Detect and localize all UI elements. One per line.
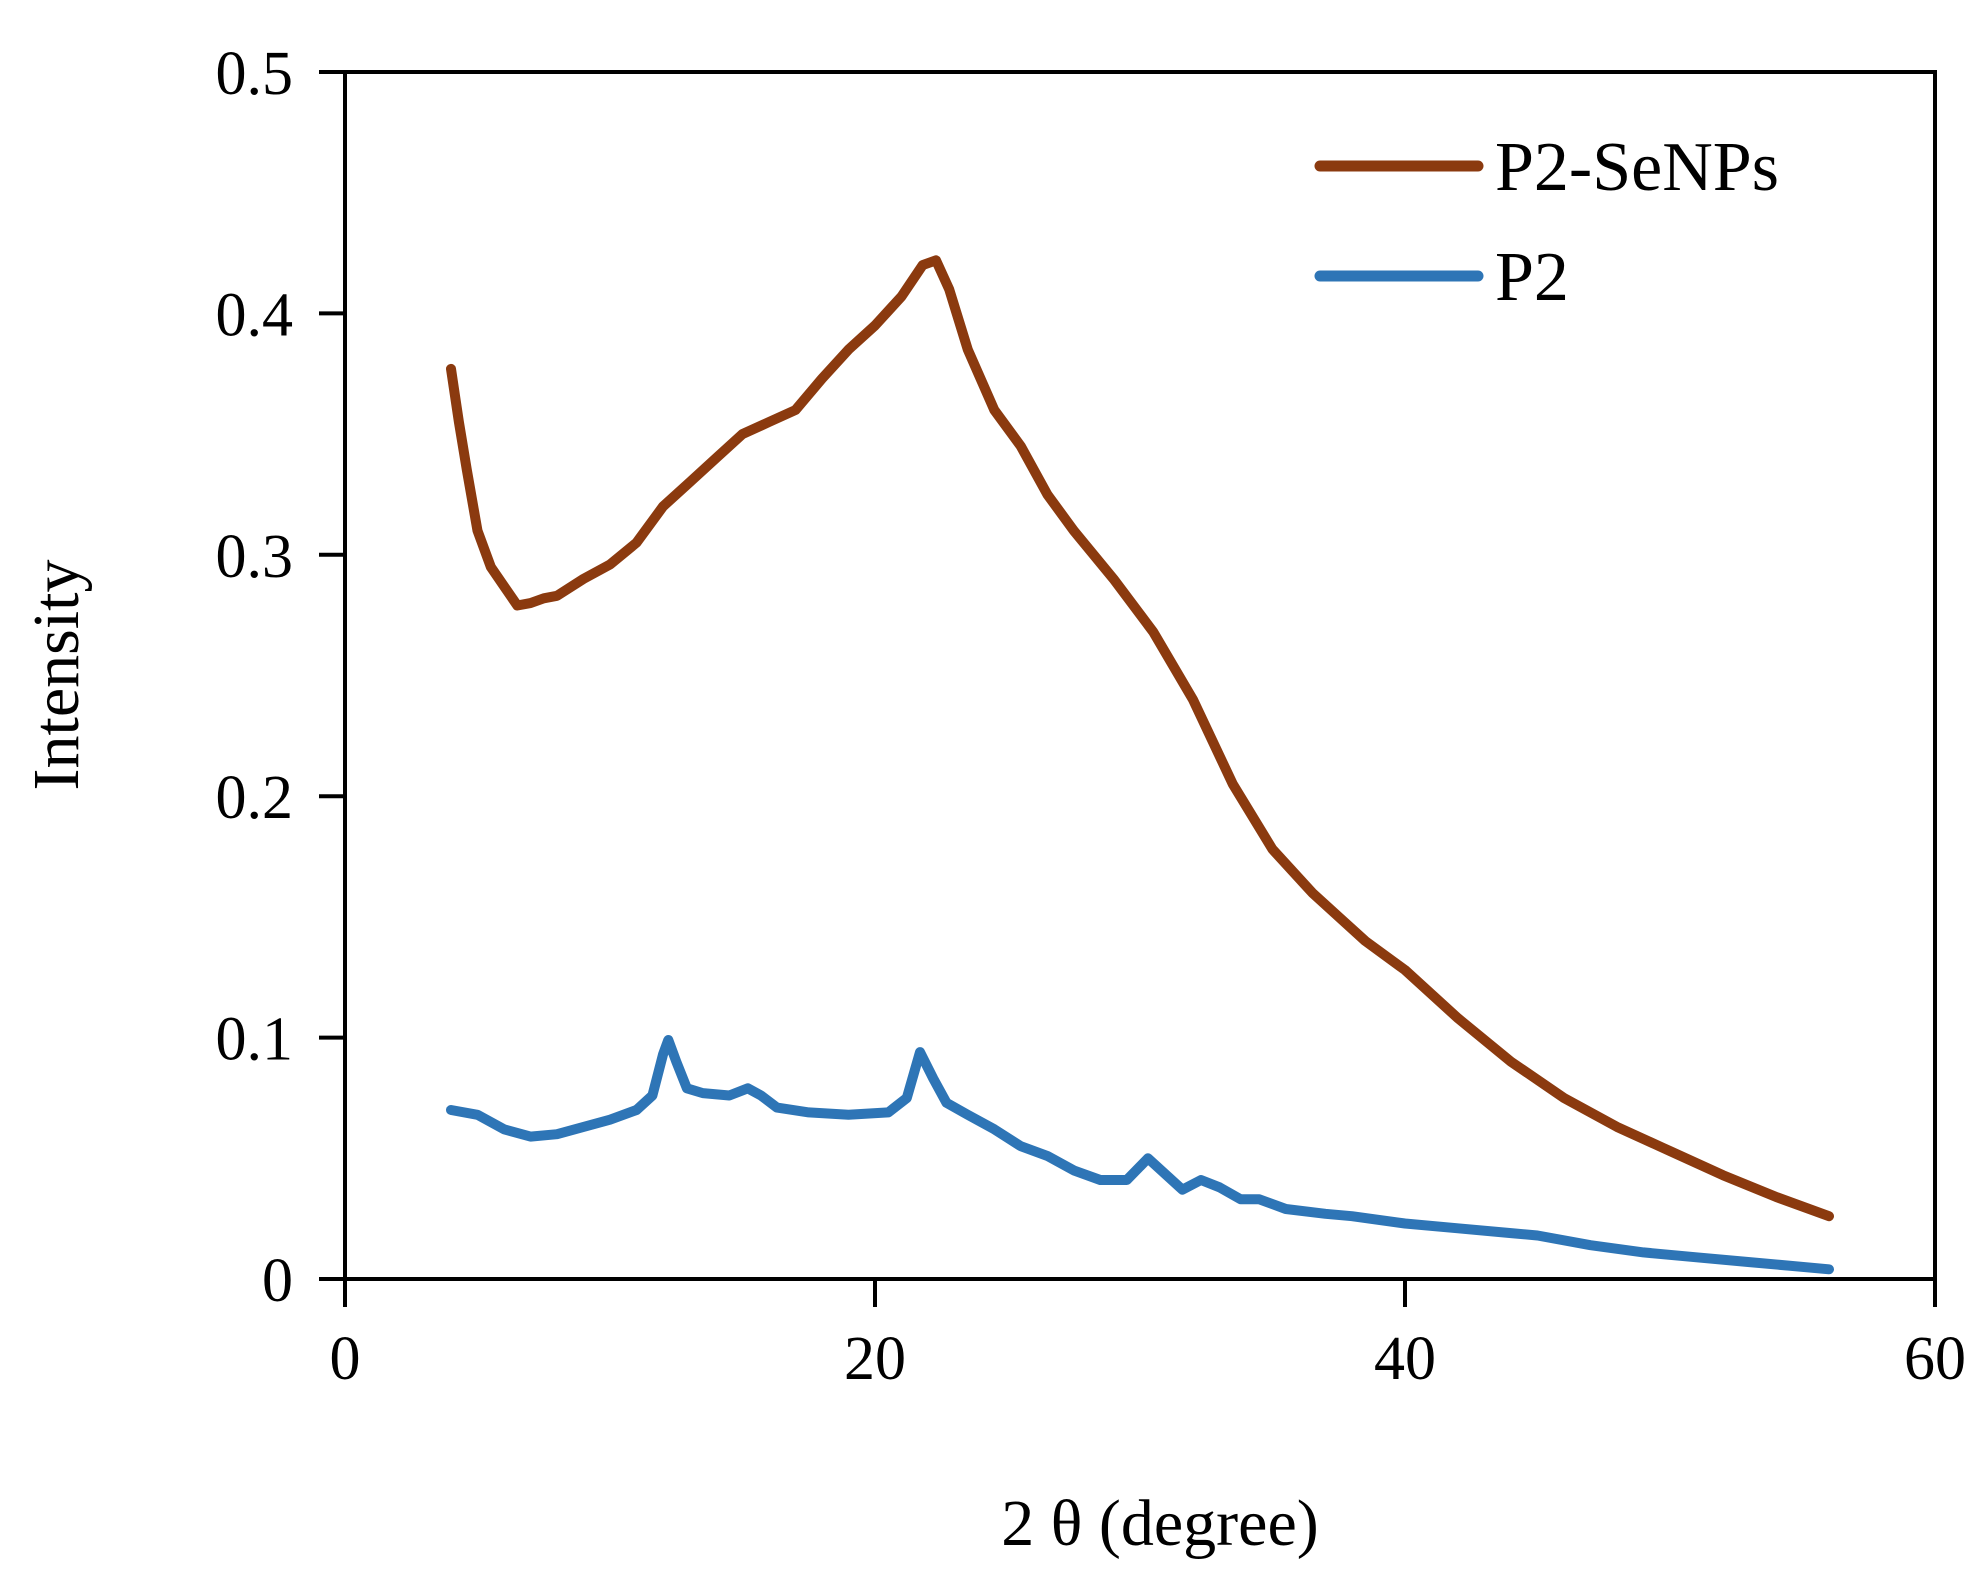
x-tick-label: 20 bbox=[844, 1325, 906, 1393]
legend: P2-SeNPs P2 bbox=[1314, 129, 1779, 316]
series-line-p2 bbox=[446, 1035, 1834, 1275]
y-tick-label: 0.5 bbox=[216, 40, 294, 108]
x-tick-label: 60 bbox=[1904, 1325, 1966, 1393]
y-tick-label: 0.4 bbox=[216, 281, 294, 349]
legend-label-p2: P2 bbox=[1495, 239, 1569, 316]
y-tick-label: 0 bbox=[262, 1247, 293, 1315]
y-axis: 0 0.1 0.2 0.3 0.4 0.5 bbox=[216, 40, 345, 1315]
y-tick-label: 0.3 bbox=[216, 523, 294, 591]
y-tick-label: 0.2 bbox=[216, 764, 294, 832]
plot-area bbox=[343, 70, 1937, 1281]
y-axis-title: Intensity bbox=[20, 560, 93, 791]
series-layer bbox=[446, 255, 1834, 1275]
legend-label-p2-senps: P2-SeNPs bbox=[1495, 129, 1779, 206]
x-tick-label: 0 bbox=[330, 1325, 361, 1393]
x-axis-title: 2 θ (degree) bbox=[1001, 1487, 1318, 1560]
x-tick-label: 40 bbox=[1374, 1325, 1436, 1393]
plot-border bbox=[343, 70, 1937, 1281]
series-line-p2-senps bbox=[446, 255, 1834, 1222]
y-tick-label: 0.1 bbox=[216, 1006, 294, 1074]
x-axis: 0 20 40 60 bbox=[330, 1279, 1966, 1393]
